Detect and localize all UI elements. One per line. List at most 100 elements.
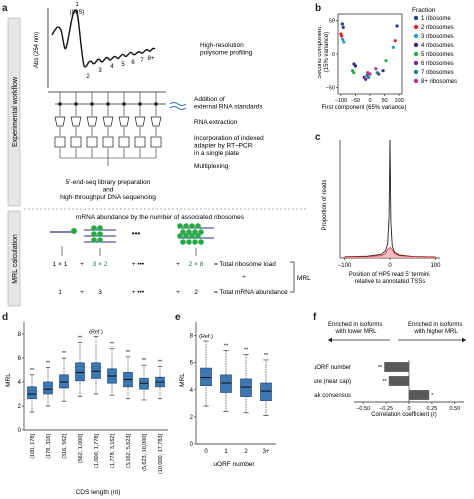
box-y-tick-label: 8 <box>190 334 194 340</box>
row1-term: 1 × 1 <box>53 261 68 268</box>
panel-e-uorf-boxplot: MRL uORF number 0 2 4 6 8 (Ref.) 0 ** 1 ** 2 ** 3+ <box>179 322 276 468</box>
right-arrowhead <box>462 337 466 343</box>
panel-c-tss-distribution: Proportion of reads Position of HP5 read… <box>322 139 441 285</box>
pca-legend: 1 ribosome 2 ribosomes 3 ribosomes 4 riboso… <box>413 15 457 85</box>
box-y-tick-label: 2 <box>18 404 22 410</box>
pca-point <box>366 71 370 75</box>
left-note-line: Enriched in isoforms <box>328 322 382 328</box>
right-note: Enriched in isoforms with higher MRL <box>408 322 464 335</box>
corr-x-label: Correlation coefficient (r) <box>371 412 437 418</box>
corr-x-tick-label: −0.50 <box>356 406 370 412</box>
tss-x-tick-label: 0 <box>388 263 392 269</box>
pca-point <box>352 71 356 75</box>
tss-series-line <box>344 139 436 258</box>
panel-letter-c: c <box>315 132 321 143</box>
rna-standard-icon <box>169 102 187 106</box>
peak-label: 5 <box>121 62 125 68</box>
box-significance: ** <box>110 341 115 347</box>
pca-y-tick-label: 0 <box>332 52 335 58</box>
row2-term: + <box>80 289 84 296</box>
row2-term: 3 <box>98 289 102 296</box>
box-significance: ** <box>244 348 249 354</box>
box-y-tick-label: 8 <box>18 332 22 338</box>
multiplex-lines <box>59 148 157 166</box>
pca-point <box>393 39 397 43</box>
mrl-label: MRL <box>297 275 311 282</box>
corr-bar <box>409 390 430 400</box>
row2-result: = Total mRNA abundance <box>214 289 288 296</box>
pca-x-tick-label: 50 <box>381 98 387 104</box>
panel-a-workflow: Experimental workflow MRL calculation Ab… <box>7 1 311 307</box>
row2-term: 2 <box>194 289 198 296</box>
pca-point <box>368 72 372 76</box>
fraction-arrows <box>59 104 157 116</box>
box-category-label: (1,000, 1,778] <box>94 434 100 468</box>
panel-letter-d: d <box>2 312 9 323</box>
box-iqr <box>91 362 101 379</box>
rna-standard-icon <box>169 106 187 110</box>
box-iqr <box>240 378 252 397</box>
box-y-tick-label: 6 <box>190 361 194 367</box>
extraction-tubes <box>54 116 162 127</box>
panel-b-pca-scatter: Second component (15% variance) First co… <box>318 7 457 111</box>
box-significance: ** <box>142 358 147 364</box>
panel-letter-e: e <box>175 312 181 323</box>
tss-x-label-line: Position of HP5 read 5′ termini <box>349 272 430 278</box>
pca-x-tick-label: 0 <box>368 98 371 104</box>
tss-x-label-line: relative to annotated TSSs <box>355 279 426 285</box>
corr-significance: ** <box>383 379 388 385</box>
pca-y-tick-label: 50 <box>329 19 335 25</box>
corr-bar <box>384 362 409 372</box>
box-category-label: (3,162, 5,623] <box>126 434 132 468</box>
tss-y-label: Proportion of reads <box>322 179 328 230</box>
corr-category-label: RNA structure (near cap) <box>314 379 351 385</box>
right-note-line: Enriched in isoforms <box>408 322 462 328</box>
legend-marker <box>413 60 419 66</box>
row2-term: 1 <box>58 289 62 296</box>
step-multiplex: Multiplexing <box>194 163 229 170</box>
tss-plot-area: −100 0 100 <box>338 139 441 269</box>
pca-point <box>395 24 399 28</box>
box-y-tick-label: 4 <box>190 388 194 394</box>
step-adapter: Incorporation of indexed adapter by RT–PC… <box>194 135 264 157</box>
box-category-label: (5,623, 10,000] <box>142 434 148 471</box>
box-significance: ** <box>264 353 269 359</box>
tss-x-tick-label: −100 <box>338 263 352 269</box>
peak-label: 8+ <box>148 56 155 62</box>
legend-label: 1 ribosome <box>421 16 451 22</box>
pca-point <box>391 45 395 49</box>
row1-term: 3 × 2 <box>93 261 108 268</box>
ribosome-mrna-illustrations <box>50 223 214 245</box>
row1-term: + <box>80 261 84 268</box>
pca-x-tick-label: −100 <box>335 98 347 104</box>
panel-d-cds-boxplot: MRL CDS length (nt) 0 2 4 6 8 ** (100, 178] ** (… <box>5 322 168 496</box>
corr-significance: * <box>431 393 434 399</box>
text-line: in a single plate <box>194 150 240 157</box>
legend-marker <box>413 69 419 75</box>
tss-series-area <box>344 247 436 258</box>
box-category-label: 1 <box>224 449 228 455</box>
legend-marker <box>413 42 419 48</box>
pca-y-label: Second component (15% variance) <box>318 25 330 78</box>
box-category-label: (1,778, 3,162] <box>110 434 116 468</box>
panel-f-correlation-bars: Enriched in isoforms with lower MRL Enri… <box>314 322 466 418</box>
uorf-x-label: uORF number <box>213 461 255 468</box>
left-note: Enriched in isoforms with lower MRL <box>328 322 384 335</box>
corr-x-tick-label: −0.25 <box>379 406 393 412</box>
box-category-label: 2 <box>244 449 248 455</box>
box-y-tick-label: 0 <box>190 442 194 448</box>
right-note-line: with higher MRL <box>413 329 458 335</box>
pca-point <box>341 25 345 29</box>
divide-sign: ÷ <box>242 274 246 281</box>
corr-category-label: Kozak consensus <box>314 393 351 399</box>
tss-x-label: Position of HP5 read 5′ termini relative… <box>349 272 432 285</box>
legend-marker <box>413 78 419 84</box>
box-iqr <box>43 381 53 395</box>
pca-point <box>353 64 358 68</box>
pca-point <box>366 75 371 79</box>
step-standards: Addition of external RNA standards <box>194 96 263 111</box>
box-category-label: 3+ <box>263 449 270 455</box>
box-significance: ** <box>78 335 83 341</box>
pca-y-label-line: (15% variance) <box>324 32 330 72</box>
pca-x-label: First component (65% variance) <box>321 105 406 111</box>
